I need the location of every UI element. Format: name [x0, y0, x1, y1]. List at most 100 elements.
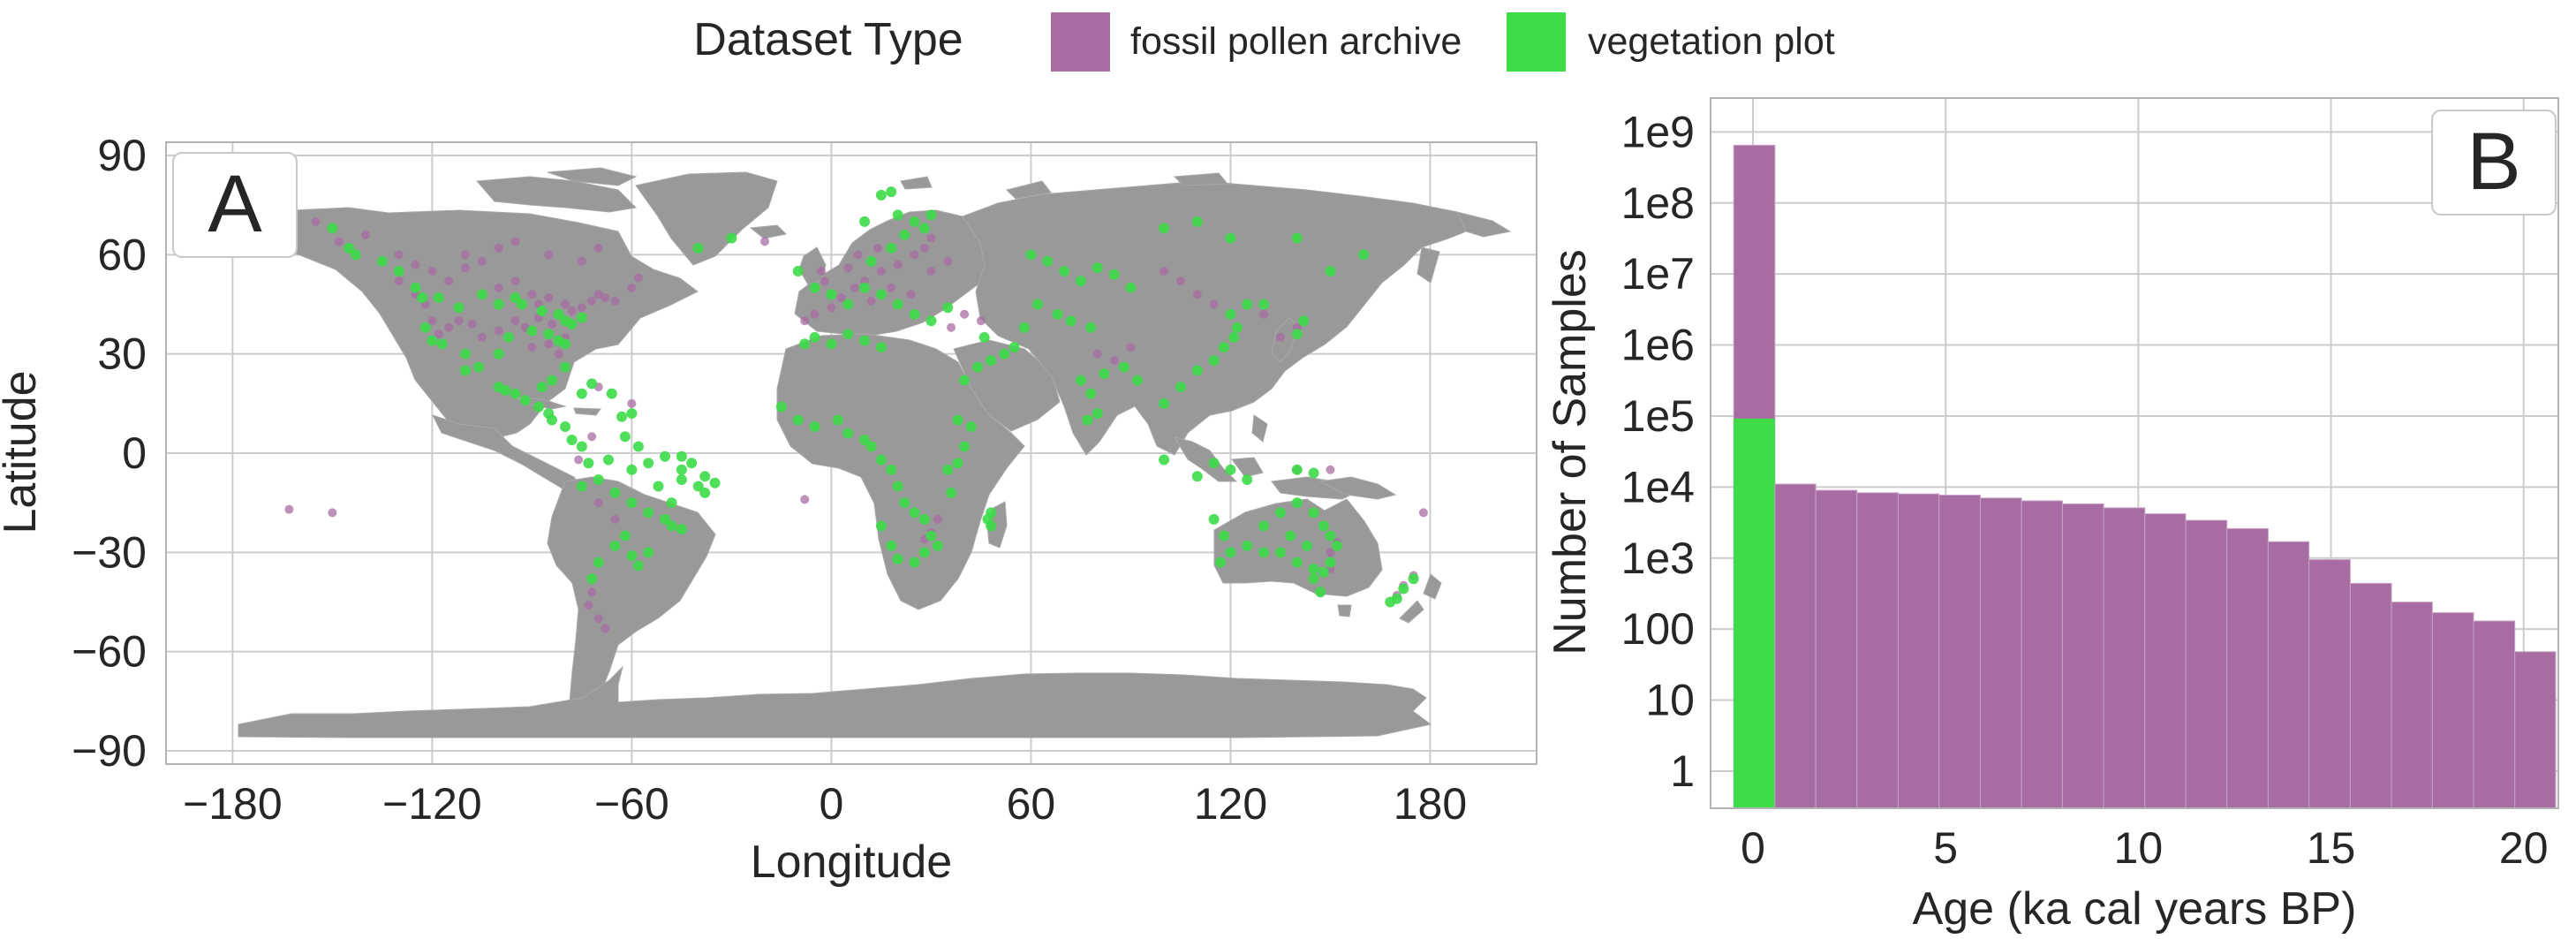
- vegetation-plot-point: [842, 428, 854, 439]
- vegetation-plot-point: [859, 435, 871, 446]
- fossil-pollen-point: [427, 267, 437, 276]
- fossil-pollen-point: [601, 624, 610, 633]
- fossil-pollen-point: [873, 243, 883, 253]
- land-australia: [1213, 498, 1383, 597]
- vegetation-plot-point: [1291, 497, 1303, 509]
- vegetation-plot-point: [1242, 473, 1253, 485]
- vegetation-plot-point: [792, 414, 804, 426]
- map-x-tick-label: −120: [382, 779, 482, 829]
- fossil-pollen-point: [577, 256, 586, 266]
- vegetation-plot-point: [643, 458, 654, 469]
- vegetation-plot-point: [1308, 467, 1319, 479]
- histogram-x-tick-label: 20: [2499, 823, 2549, 873]
- vegetation-plot-point: [892, 481, 903, 492]
- vegetation-plot-point: [918, 513, 930, 525]
- vegetation-plot-point: [1331, 540, 1342, 551]
- land-new-zealand: [1399, 573, 1442, 624]
- vegetation-plot-point: [619, 530, 631, 541]
- panel-b-histogram: 0 5 10 15 20 1 10 100 1e3 1e4 1e5 1e6 1e7 1e8 1e9 Age …: [1545, 97, 2559, 935]
- histogram-y-tick-label: 100: [1621, 604, 1695, 654]
- vegetation-plot-point: [586, 378, 598, 390]
- vegetation-plot-point: [1159, 398, 1170, 409]
- vegetation-plot-point: [1191, 365, 1203, 376]
- fossil-pollen-point: [910, 250, 919, 260]
- vegetation-plot-point: [660, 451, 671, 462]
- vegetation-plot-point: [619, 431, 631, 443]
- vegetation-plot-point: [1274, 547, 1286, 558]
- vegetation-plot-point: [1059, 266, 1070, 277]
- vegetation-plot-point: [875, 289, 887, 300]
- vegetation-plot-point: [1208, 458, 1220, 469]
- fossil-pollen-point: [627, 398, 637, 408]
- fossil-pollen-point: [1175, 276, 1185, 286]
- vegetation-plot-point: [410, 282, 421, 293]
- fossil-pollen-point: [610, 296, 620, 306]
- fossil-pollen-point: [427, 316, 437, 326]
- vegetation-plot-point: [699, 487, 711, 498]
- land-tasmania: [1337, 604, 1352, 617]
- vegetation-plot-point: [886, 186, 897, 198]
- vegetation-plot-point: [376, 255, 388, 267]
- fossil-pollen-point: [494, 243, 503, 253]
- vegetation-plot-point: [676, 451, 687, 462]
- fossil-pollen-bar: [1856, 492, 1900, 809]
- fossil-pollen-point: [593, 614, 603, 624]
- vegetation-plot-point: [799, 338, 811, 350]
- vegetation-plot-point: [643, 507, 654, 519]
- fossil-pollen-point: [919, 243, 929, 253]
- fossil-pollen-point: [394, 276, 404, 286]
- vegetation-plot-point: [1291, 232, 1303, 244]
- vegetation-plot-point: [875, 454, 887, 466]
- histogram-y-tick-label: 1e8: [1621, 178, 1695, 228]
- histogram-x-tick-label: 5: [1933, 823, 1958, 873]
- vegetation-plot-point: [327, 223, 338, 234]
- fossil-pollen-point: [1209, 299, 1219, 309]
- vegetation-plot-point: [1092, 262, 1103, 274]
- fossil-pollen-point: [527, 343, 537, 352]
- fossil-pollen-point: [800, 316, 810, 326]
- vegetation-plot-point: [875, 189, 887, 201]
- fossil-pollen-point: [850, 283, 859, 292]
- histogram-y-tick-label: 1e6: [1621, 321, 1695, 370]
- histogram-axes-frame: [1710, 97, 2559, 809]
- panel-b-label: B: [2466, 117, 2520, 207]
- histogram-tick-labels: 0 5 10 15 20 1 10 100 1e3 1e4 1e5 1e6 1e7 1e8 1e9: [1621, 107, 2549, 873]
- vegetation-plot-point: [643, 547, 654, 558]
- fossil-pollen-bar: [2144, 513, 2187, 809]
- vegetation-plot-point: [553, 308, 564, 320]
- map-x-tick-label: −60: [594, 779, 669, 829]
- vegetation-plot-point: [925, 315, 937, 327]
- fossil-pollen-point: [943, 256, 953, 266]
- fossil-pollen-bar: [2473, 620, 2516, 809]
- fossil-pollen-point: [411, 260, 420, 269]
- vegetation-plot-point: [726, 232, 737, 244]
- fossil-pollen-point: [444, 322, 454, 332]
- fossil-pollen-point: [434, 329, 443, 339]
- vegetation-plot-point: [593, 557, 604, 568]
- fossil-pollen-bar: [2514, 651, 2557, 809]
- vegetation-plot-point: [942, 464, 954, 475]
- vegetation-plot-point: [1408, 573, 1419, 585]
- fossil-pollen-point: [866, 296, 876, 306]
- map-x-tick-label: 180: [1394, 779, 1467, 829]
- vegetation-plot-point: [1008, 342, 1020, 353]
- vegetation-plot-point: [576, 441, 587, 452]
- land-kamchatka: [1416, 246, 1440, 284]
- vegetation-plot-point: [433, 292, 444, 303]
- vegetation-plot-point: [918, 547, 930, 558]
- fossil-pollen-point: [544, 339, 554, 349]
- vegetation-plot-point: [986, 355, 997, 367]
- vegetation-plot-point: [576, 388, 587, 399]
- vegetation-plot-point: [503, 331, 514, 343]
- legend-title: Dataset Type: [693, 14, 963, 65]
- fossil-pollen-point: [494, 326, 503, 336]
- fossil-pollen-point: [394, 250, 404, 260]
- vegetation-plot-point: [1318, 566, 1329, 578]
- vegetation-plot-point: [826, 289, 837, 300]
- vegetation-plot-point: [653, 481, 664, 492]
- vegetation-plot-point: [942, 302, 954, 314]
- map-x-axis-label: Longitude: [751, 837, 952, 888]
- vegetation-plot-point: [832, 414, 843, 426]
- vegetation-plot-point: [460, 365, 472, 376]
